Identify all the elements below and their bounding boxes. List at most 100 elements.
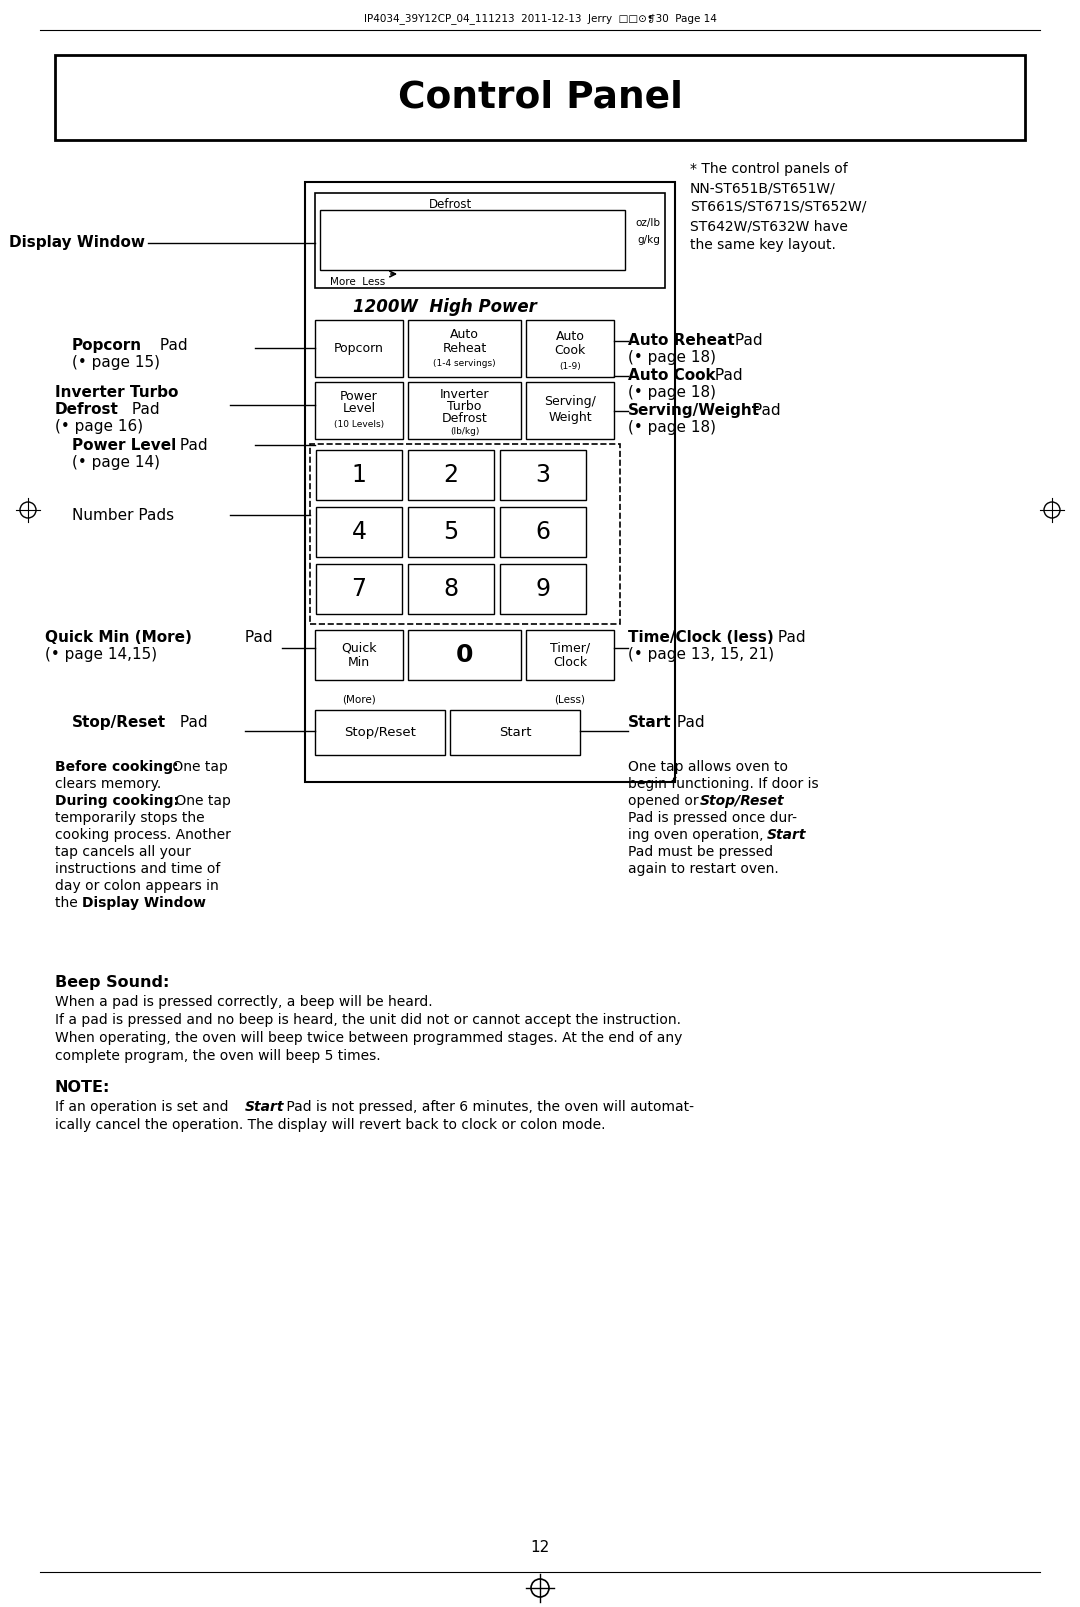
Text: Pad: Pad <box>710 368 743 382</box>
Text: * The control panels of: * The control panels of <box>690 162 848 177</box>
Text: 4: 4 <box>351 521 366 545</box>
Bar <box>320 211 625 270</box>
Text: Pad must be pressed: Pad must be pressed <box>627 845 773 860</box>
Bar <box>408 564 494 614</box>
Bar <box>316 450 402 500</box>
Text: Pad: Pad <box>672 715 704 730</box>
Text: Power: Power <box>340 389 378 402</box>
Text: Stop/Reset: Stop/Reset <box>345 726 416 739</box>
Text: 3: 3 <box>536 463 551 487</box>
Text: (• page 16): (• page 16) <box>55 419 144 434</box>
Text: Auto: Auto <box>450 328 478 341</box>
Text: More  Less: More Less <box>330 276 386 288</box>
Text: If an operation is set and: If an operation is set and <box>55 1101 233 1114</box>
Text: NOTE:: NOTE: <box>55 1080 110 1094</box>
Text: (• page 15): (• page 15) <box>72 355 160 370</box>
Text: Min: Min <box>348 657 370 670</box>
Bar <box>526 382 615 439</box>
Bar <box>316 564 402 614</box>
Text: Popcorn: Popcorn <box>334 342 383 355</box>
Text: Pad: Pad <box>127 402 160 416</box>
Text: 7: 7 <box>351 577 366 601</box>
Bar <box>408 450 494 500</box>
Text: g/kg: g/kg <box>637 235 660 244</box>
Text: (1-4 servings): (1-4 servings) <box>433 360 496 368</box>
Text: (• page 18): (• page 18) <box>627 419 716 435</box>
Text: day or colon appears in: day or colon appears in <box>55 879 219 893</box>
Text: Weight: Weight <box>549 411 592 424</box>
Text: 9: 9 <box>536 577 551 601</box>
Text: When a pad is pressed correctly, a beep will be heard.: When a pad is pressed correctly, a beep … <box>55 995 433 1009</box>
Text: (More): (More) <box>342 694 376 704</box>
Text: Number Pads: Number Pads <box>72 508 174 522</box>
Bar <box>315 630 403 680</box>
Bar <box>310 444 620 624</box>
Text: cooking process. Another: cooking process. Another <box>55 828 231 842</box>
Text: Start: Start <box>767 828 807 842</box>
Text: (10 Levels): (10 Levels) <box>334 421 384 429</box>
Text: 8: 8 <box>444 577 459 601</box>
Text: Stop/Reset: Stop/Reset <box>700 794 785 808</box>
Text: Popcorn: Popcorn <box>72 337 143 354</box>
Text: Pad is pressed once dur-: Pad is pressed once dur- <box>627 812 797 824</box>
Text: again to restart oven.: again to restart oven. <box>627 861 779 876</box>
Text: NN-ST651B/ST651W/: NN-ST651B/ST651W/ <box>690 182 836 194</box>
Bar <box>500 506 586 558</box>
Text: One tap allows oven to: One tap allows oven to <box>627 760 788 775</box>
Text: 2: 2 <box>444 463 459 487</box>
Text: If a pad is pressed and no beep is heard, the unit did not or cannot accept the : If a pad is pressed and no beep is heard… <box>55 1012 681 1027</box>
Text: Auto Reheat: Auto Reheat <box>627 333 734 349</box>
Bar <box>526 630 615 680</box>
Text: (• page 13, 15, 21): (• page 13, 15, 21) <box>627 648 774 662</box>
Text: Cook: Cook <box>554 344 585 357</box>
Text: the: the <box>55 897 82 910</box>
Text: Quick Min (More): Quick Min (More) <box>45 630 192 644</box>
Text: Start: Start <box>627 715 672 730</box>
Text: Display Window: Display Window <box>9 236 145 251</box>
Text: ST642W/ST632W have: ST642W/ST632W have <box>690 219 848 233</box>
Bar <box>305 182 675 783</box>
Text: Power Level: Power Level <box>72 439 176 453</box>
Text: clears memory.: clears memory. <box>55 778 161 791</box>
Text: .: . <box>186 897 190 910</box>
Bar <box>450 710 580 755</box>
Text: During cooking:: During cooking: <box>55 794 179 808</box>
Text: Pad: Pad <box>730 333 762 349</box>
Text: ically cancel the operation. The display will revert back to clock or colon mode: ically cancel the operation. The display… <box>55 1118 606 1131</box>
Text: the same key layout.: the same key layout. <box>690 238 836 252</box>
Text: Serving/Weight: Serving/Weight <box>627 403 760 418</box>
Text: 12: 12 <box>530 1540 550 1556</box>
Bar <box>500 450 586 500</box>
Text: 1200W  High Power: 1200W High Power <box>353 297 537 317</box>
Text: Before cooking:: Before cooking: <box>55 760 178 775</box>
Text: Auto: Auto <box>555 329 584 342</box>
Text: Pad: Pad <box>240 630 272 644</box>
Text: Pad: Pad <box>773 630 806 644</box>
Text: Defrost: Defrost <box>55 402 119 416</box>
Text: Defrost: Defrost <box>442 411 487 424</box>
Text: oz/lb: oz/lb <box>635 219 660 228</box>
Text: Time/Clock (less): Time/Clock (less) <box>627 630 773 644</box>
Text: Pad: Pad <box>175 715 207 730</box>
Text: IP4034_39Y12CP_04_111213  2011-12-13  Jerry  □□⊙❡30  Page 14: IP4034_39Y12CP_04_111213 2011-12-13 Jerr… <box>364 14 716 26</box>
Bar <box>315 710 445 755</box>
Text: Pad: Pad <box>748 403 781 418</box>
Bar <box>408 506 494 558</box>
Bar <box>315 382 403 439</box>
Text: Pad: Pad <box>175 439 207 453</box>
Text: Level: Level <box>342 402 376 416</box>
Text: complete program, the oven will beep 5 times.: complete program, the oven will beep 5 t… <box>55 1049 380 1062</box>
Bar <box>500 564 586 614</box>
Text: Display Window: Display Window <box>82 897 206 910</box>
Text: Clock: Clock <box>553 657 588 670</box>
Text: (• page 14,15): (• page 14,15) <box>45 648 157 662</box>
Text: Inverter Turbo: Inverter Turbo <box>55 386 178 400</box>
Bar <box>408 630 521 680</box>
Text: Pad: Pad <box>156 337 188 354</box>
Text: ST661S/ST671S/ST652W/: ST661S/ST671S/ST652W/ <box>690 199 866 214</box>
Text: Turbo: Turbo <box>447 400 482 413</box>
Text: Start: Start <box>499 726 531 739</box>
Text: Quick: Quick <box>341 641 377 654</box>
Text: 1: 1 <box>352 463 366 487</box>
Bar <box>526 320 615 378</box>
